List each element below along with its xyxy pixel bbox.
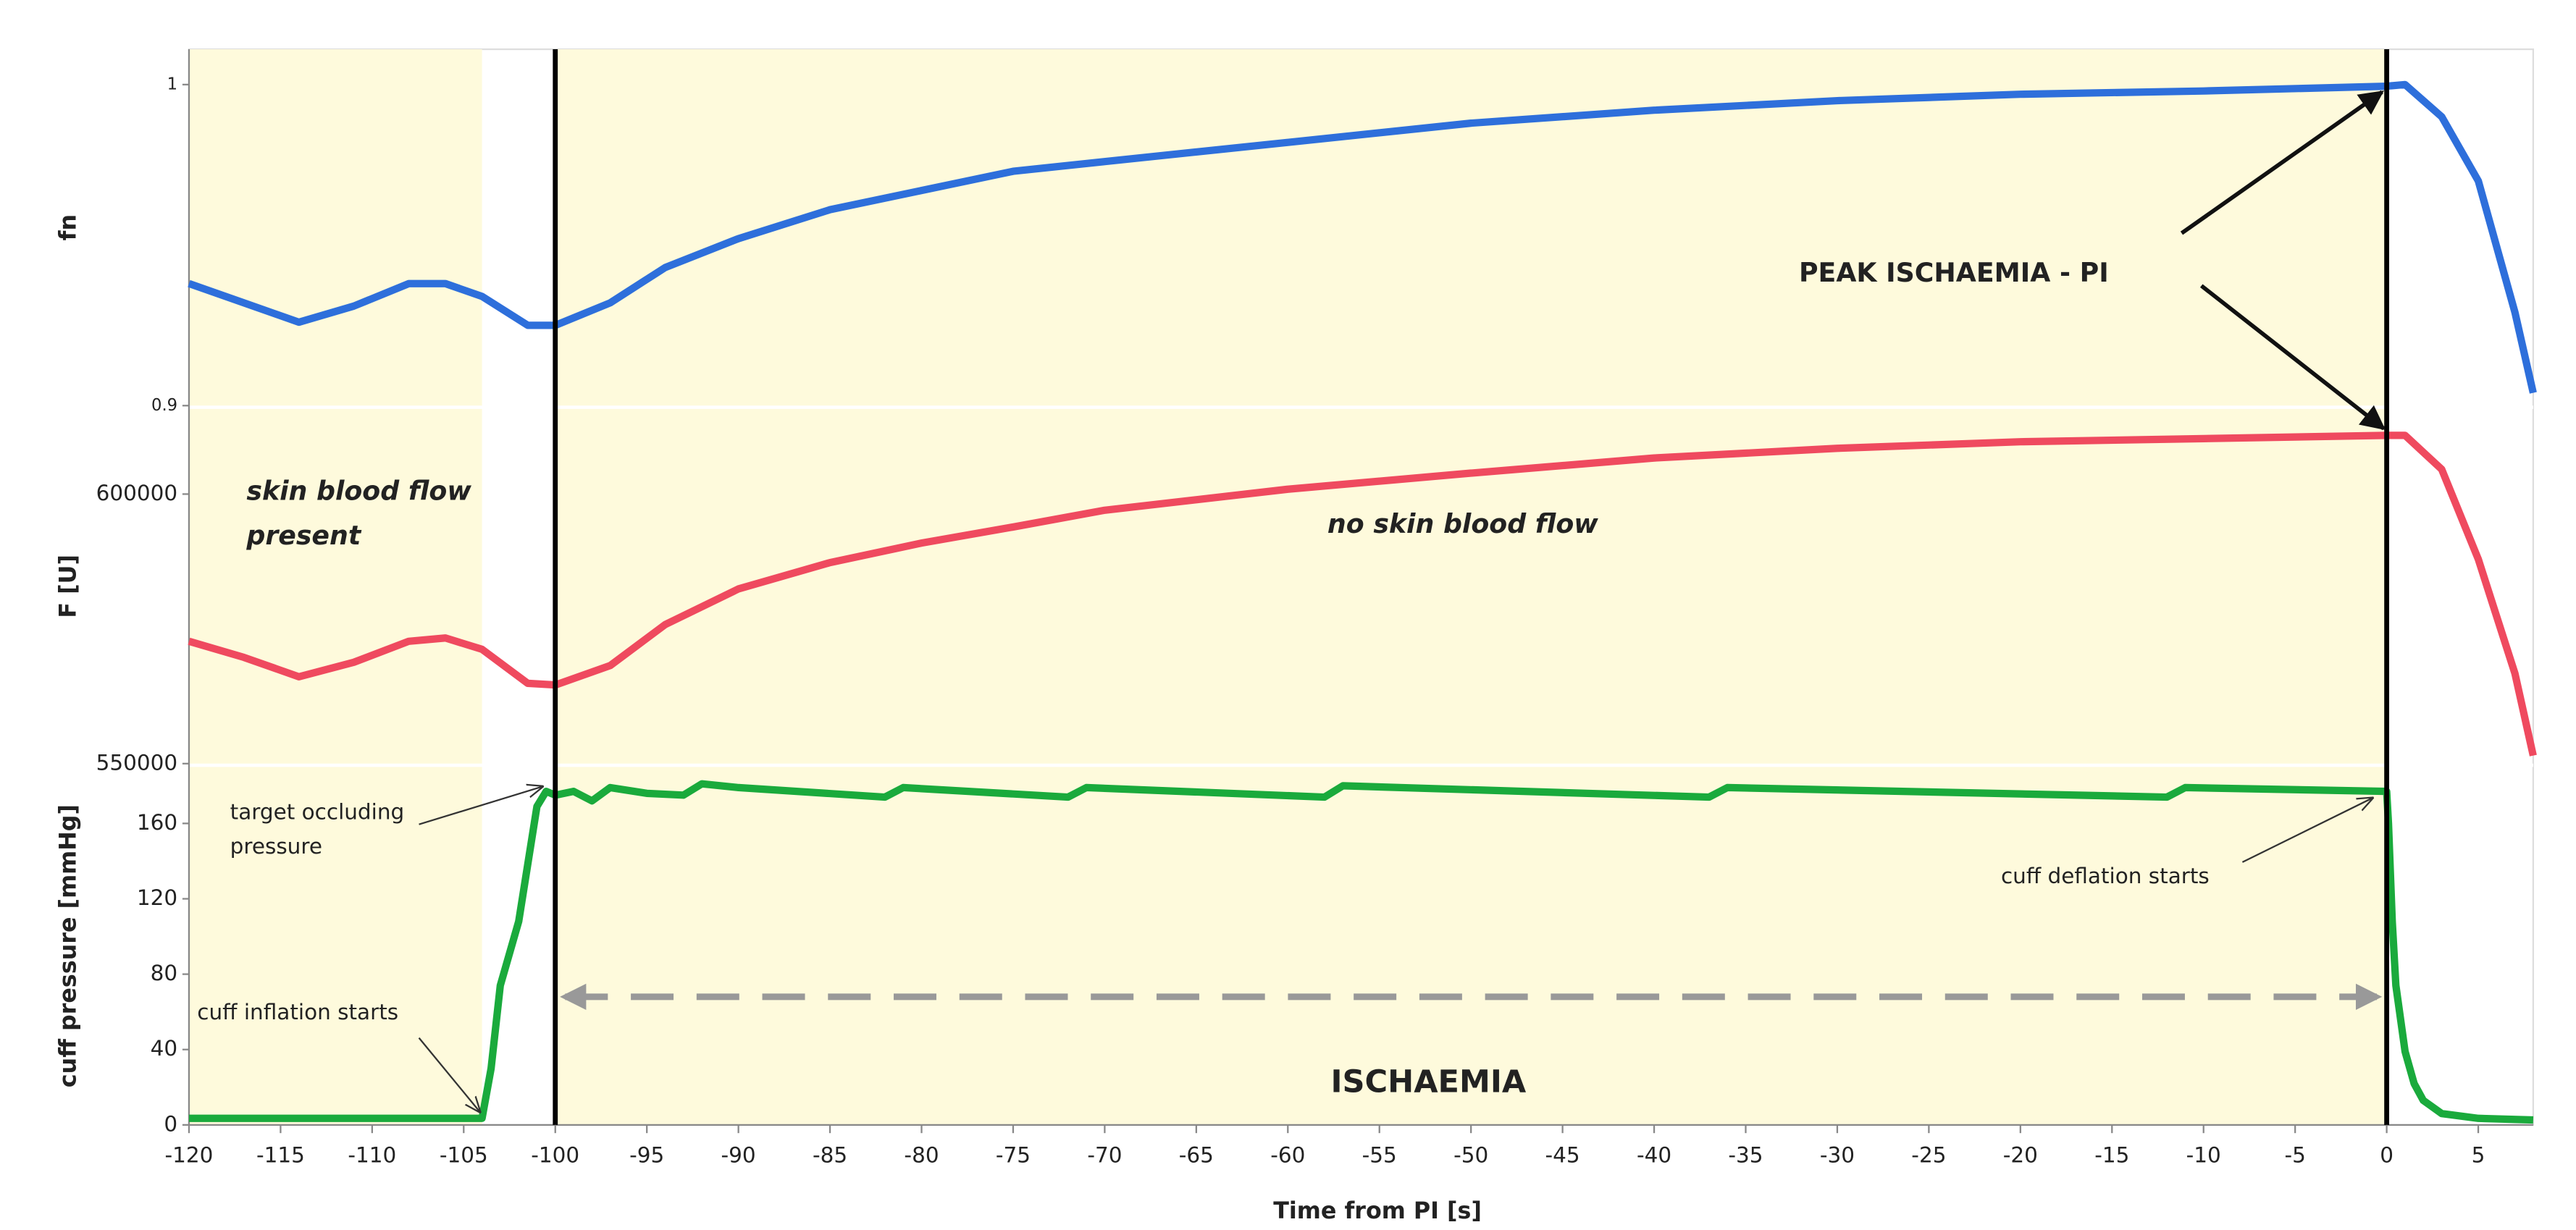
x-tick-label: -35 [1728,1142,1763,1167]
x-tick-label: -120 [165,1142,214,1167]
y-tick-label: 40 [151,1036,178,1061]
arrow [419,787,542,825]
x-tick-label: 5 [2472,1142,2485,1167]
x-tick-label: -95 [629,1142,664,1167]
y-axis-label: F [U] [55,555,81,618]
x-tick-label: -60 [1270,1142,1305,1167]
y-tick-label: 120 [137,885,177,910]
annotation: cuff inflation starts [197,1000,398,1024]
y-tick-label: 1 [167,75,177,93]
annotation: PEAK ISCHAEMIA - PI [1799,257,2109,288]
annotation: skin blood flow [246,476,471,507]
shaded-region [555,49,2387,1125]
arrow [2241,798,2372,863]
annotation: cuff deflation starts [2001,864,2210,888]
data-line [188,80,2537,394]
arrow [418,1037,480,1112]
annotation: ISCHAEMIA [1330,1064,1526,1100]
x-tick-label: -10 [2186,1142,2221,1167]
x-tick-label: -80 [904,1142,939,1167]
x-tick-label: -65 [1179,1142,1214,1167]
x-tick-label: -25 [1911,1142,1946,1167]
annotation: pressure [230,834,322,859]
x-tick-label: -90 [721,1142,756,1167]
shaded-region [188,49,482,1125]
x-tick-label: -20 [2003,1142,2038,1167]
y-tick-label: 600000 [96,481,178,505]
data-line [188,431,2537,757]
x-tick-label: -115 [256,1142,305,1167]
annotations: PEAK ISCHAEMIA - PI skin blood flow pres… [197,90,2386,1112]
x-tick-label: -85 [813,1142,847,1167]
x-tick-label: 0 [2380,1142,2394,1167]
x-tick-label: -5 [2284,1142,2305,1167]
x-tick-label: -105 [440,1142,488,1167]
y-tick-label: 550000 [96,750,178,775]
y-tick-label: 0.9 [151,396,177,415]
x-tick-label: -45 [1545,1142,1580,1167]
y-tick-label: 160 [137,810,177,835]
y-tick-label: 0 [164,1111,177,1136]
x-tick-label: -40 [1637,1142,1671,1167]
y-tick-label: 80 [151,961,178,985]
y-axis-label: fn [55,214,81,240]
x-tick-label: -55 [1362,1142,1397,1167]
x-tick-label: -75 [996,1142,1031,1167]
annotation: no skin blood flow [1327,508,1598,539]
annotation: target occluding [230,799,405,824]
annotation: present [246,520,362,551]
x-axis-label: Time from PI [s] [1273,1198,1482,1224]
y-axis-label: cuff pressure [mmHg] [55,804,81,1087]
x-tick-label: -30 [1820,1142,1855,1167]
x-tick-label: -50 [1453,1142,1488,1167]
x-tick-label: -70 [1087,1142,1122,1167]
x-tick-label: -100 [531,1142,579,1167]
x-tick-label: -110 [348,1142,396,1167]
arrow [2199,284,2386,431]
x-tick-label: -15 [2094,1142,2129,1167]
arrow [2180,90,2385,235]
